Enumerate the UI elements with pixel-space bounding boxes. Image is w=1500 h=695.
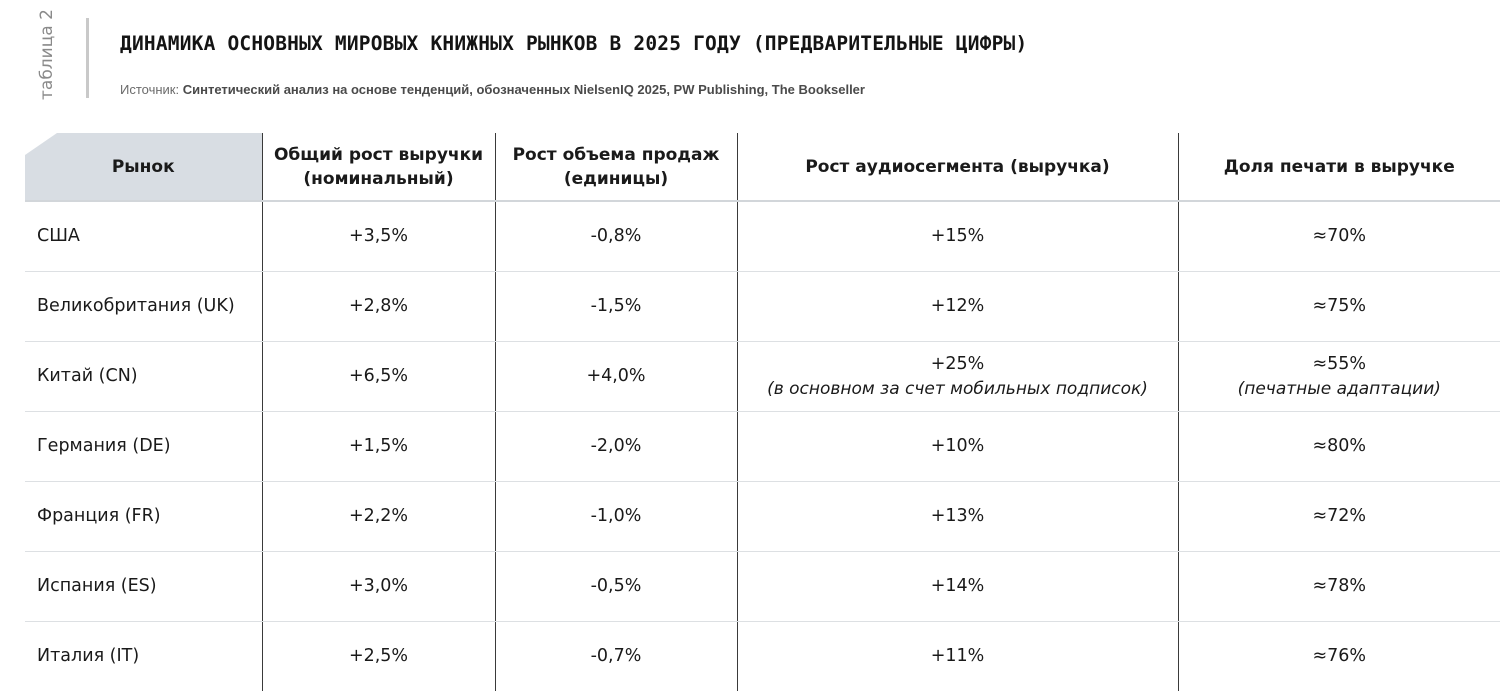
cell-volume-growth-value: -0,7% [590, 646, 642, 666]
cell-revenue-growth-value: +3,0% [348, 576, 409, 596]
cell-market-value: Германия (DE) [37, 436, 171, 456]
cell-audio-growth-value: +12% [930, 296, 985, 316]
cell-volume-growth: -0,8% [494, 201, 737, 272]
cell-revenue-growth: +2,5% [261, 621, 495, 691]
header-row: Рынок Общий рост выручки (номинальный) Р… [25, 133, 1500, 202]
cell-audio-growth-value: +11% [930, 646, 985, 666]
cell-market-value: Италия (IT) [37, 646, 140, 666]
cell-volume-growth-value: -0,5% [590, 576, 642, 596]
cell-print-share: ≈75% [1177, 271, 1500, 342]
cell-revenue-growth: +3,5% [261, 201, 495, 272]
cell-volume-growth: -1,0% [494, 481, 737, 552]
vertical-divider [86, 18, 89, 98]
cell-print-share-note: (печатные адаптации) [1237, 378, 1441, 399]
cell-market-value: Китай (CN) [37, 366, 138, 386]
cell-audio-growth-note: (в основном за счет мобильных подписок) [767, 378, 1148, 399]
cell-print-share: ≈76% [1177, 621, 1500, 691]
header-market: Рынок [25, 133, 262, 202]
cell-print-share-value: ≈75% [1312, 296, 1367, 316]
cell-market: Германия (DE) [25, 411, 262, 482]
table-row: США +3,5% -0,8% +15% ≈70% [25, 201, 1500, 272]
cell-revenue-growth: +1,5% [261, 411, 495, 482]
cell-audio-growth: +13% [736, 481, 1178, 552]
cell-volume-growth-value: +4,0% [586, 366, 646, 386]
cell-print-share-value: ≈80% [1312, 436, 1367, 456]
cell-revenue-growth-value: +2,8% [348, 296, 409, 316]
cell-revenue-growth: +3,0% [261, 551, 495, 622]
cell-print-share: ≈70% [1177, 201, 1500, 272]
cell-print-share-value: ≈78% [1312, 576, 1367, 596]
cell-market: Италия (IT) [25, 622, 262, 692]
table-row: Испания (ES) +3,0% -0,5% +14% ≈78% [25, 551, 1500, 622]
market-table: Рынок Общий рост выручки (номинальный) Р… [25, 133, 1500, 691]
cell-audio-growth: +14% [736, 551, 1178, 622]
cell-print-share-value: ≈76% [1312, 646, 1367, 666]
cell-revenue-growth-value: +2,5% [348, 646, 409, 666]
table-row: Германия (DE) +1,5% -2,0% +10% ≈80% [25, 411, 1500, 482]
table-title: ДИНАМИКА ОСНОВНЫХ МИРОВЫХ КНИЖНЫХ РЫНКОВ… [120, 32, 1028, 55]
cell-volume-growth-value: -2,0% [590, 436, 642, 456]
cell-audio-growth: +15% [736, 201, 1178, 272]
cell-print-share: ≈80% [1177, 411, 1500, 482]
cell-revenue-growth: +6,5% [261, 341, 495, 412]
cell-print-share: ≈72% [1177, 481, 1500, 552]
cell-volume-growth: +4,0% [494, 341, 737, 412]
cell-market: Франция (FR) [25, 481, 262, 552]
cell-volume-growth-value: -0,8% [590, 226, 642, 246]
cell-volume-growth: -0,7% [494, 621, 737, 691]
cell-print-share-value: ≈72% [1312, 506, 1367, 526]
table-row: Италия (IT) +2,5% -0,7% +11% ≈76% [25, 621, 1500, 692]
source-text: Синтетический анализ на основе тенденций… [182, 82, 865, 97]
cell-market-value: Испания (ES) [37, 576, 157, 596]
source-line: Источник: Синтетический анализ на основе… [120, 82, 865, 97]
cell-market-value: США [37, 226, 80, 246]
cell-market-value: Великобритания (UK) [37, 296, 235, 316]
cell-audio-growth-value: +25% [930, 353, 985, 374]
table-number-label: таблица 2 [37, 9, 57, 100]
cell-market: Китай (CN) [25, 341, 262, 412]
cell-revenue-growth: +2,2% [261, 481, 495, 552]
cell-volume-growth: -1,5% [494, 271, 737, 342]
header-revenue-growth: Общий рост выручки (номинальный) [261, 133, 495, 202]
cell-print-share: ≈78% [1177, 551, 1500, 622]
cell-revenue-growth-value: +6,5% [348, 366, 409, 386]
cell-audio-growth: +10% [736, 411, 1178, 482]
cell-print-share-value: ≈70% [1312, 226, 1367, 246]
table-row: Франция (FR) +2,2% -1,0% +13% ≈72% [25, 481, 1500, 552]
table-row: Великобритания (UK) +2,8% -1,5% +12% ≈75% [25, 271, 1500, 342]
cell-print-share: ≈55% (печатные адаптации) [1177, 341, 1500, 412]
table-row: Китай (CN) +6,5% +4,0% +25% (в основном за с… [25, 341, 1500, 412]
cell-revenue-growth-value: +1,5% [348, 436, 409, 456]
source-prefix: Источник: [120, 82, 183, 97]
cell-revenue-growth: +2,8% [261, 271, 495, 342]
cell-audio-growth-value: +13% [930, 506, 985, 526]
cell-audio-growth: +11% [736, 621, 1178, 691]
cell-audio-growth-value: +15% [930, 226, 985, 246]
cell-audio-growth: +25% (в основном за счет мобильных подпис… [736, 341, 1178, 412]
header-print-share: Доля печати в выручке [1177, 133, 1500, 202]
cell-volume-growth-value: -1,0% [590, 506, 642, 526]
cell-market-value: Франция (FR) [37, 506, 161, 526]
cell-print-share-value: ≈55% [1312, 353, 1367, 374]
cell-revenue-growth-value: +2,2% [348, 506, 409, 526]
cell-audio-growth: +12% [736, 271, 1178, 342]
cell-market: Великобритания (UK) [25, 271, 262, 342]
header-volume-growth: Рост объема продаж (единицы) [494, 133, 737, 202]
cell-volume-growth: -2,0% [494, 411, 737, 482]
cell-volume-growth: -0,5% [494, 551, 737, 622]
cell-revenue-growth-value: +3,5% [348, 226, 409, 246]
cell-volume-growth-value: -1,5% [590, 296, 642, 316]
header-audio-growth: Рост аудиосегмента (выручка) [736, 133, 1178, 202]
cell-market: Испания (ES) [25, 551, 262, 622]
cell-audio-growth-value: +10% [930, 436, 985, 456]
cell-audio-growth-value: +14% [930, 576, 985, 596]
cell-market: США [25, 201, 262, 272]
